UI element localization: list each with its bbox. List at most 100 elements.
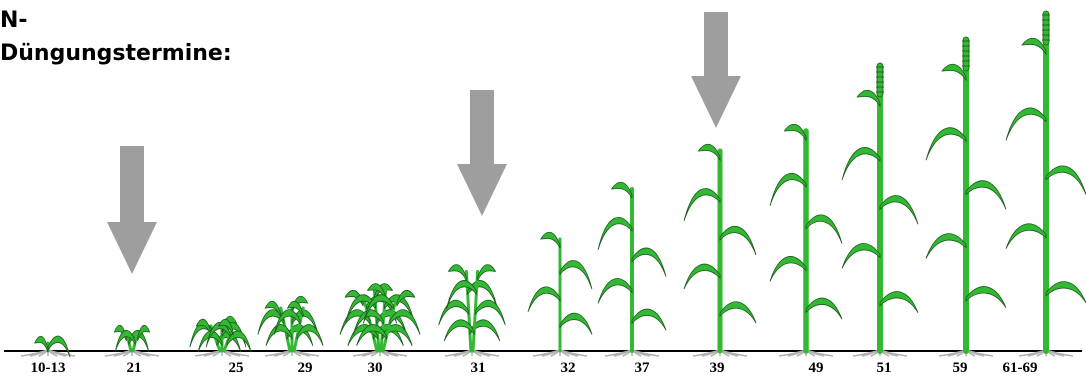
plant-leaf: [719, 226, 757, 256]
plant-leaf: [362, 294, 394, 324]
plant-leaf: [769, 256, 807, 282]
stage-label: 37: [635, 360, 651, 376]
plant-leaf: [841, 243, 881, 269]
diagram-title: N- Düngungstermine:: [0, 4, 232, 70]
plant-leaf: [683, 263, 721, 290]
wheat-plant: [1005, 10, 1086, 357]
plant-leaf: [218, 318, 234, 336]
wheat-plant: [925, 36, 1007, 357]
labels-group: 10-13 21 25 29 30 31 32 37 39 49 51 59 61-69: [31, 360, 1038, 376]
stage-label: 30: [368, 360, 383, 376]
wheat-plant: [438, 264, 506, 357]
plant-leaf: [841, 147, 881, 181]
plant-leaf: [477, 264, 497, 281]
stage-label: 21: [127, 360, 142, 376]
stage-label: 29: [298, 360, 313, 376]
plant-leaf: [265, 324, 293, 346]
plant-leaf: [805, 297, 843, 320]
wheat-plant: [597, 181, 667, 357]
plant-leaf: [356, 324, 387, 346]
plant-leaf: [559, 260, 593, 290]
plant-leaf: [286, 300, 304, 318]
plant-leaf: [1005, 223, 1047, 249]
plant-leaf: [474, 299, 506, 326]
wheat-plant: [104, 324, 160, 357]
stage-label: 39: [710, 360, 725, 376]
plant-leaf: [345, 294, 376, 324]
wheat-ear: [962, 36, 970, 72]
wheat-ear: [1042, 10, 1050, 46]
stage-label: 51: [877, 360, 892, 376]
plant-leaf: [226, 330, 252, 353]
wheat-plant: [769, 123, 843, 357]
plant-leaf: [257, 309, 285, 335]
title-line-1: N-: [0, 8, 28, 33]
plant-leaf: [879, 195, 919, 225]
plant-leaf: [597, 278, 633, 304]
wheat-plant: [527, 231, 593, 357]
wheat-plant: [20, 335, 76, 358]
plant-leaf: [114, 330, 136, 352]
plant-leaf: [1021, 37, 1047, 56]
fertilization-arrow: [457, 90, 507, 216]
plant-leaf: [610, 181, 633, 199]
plant-leaf: [719, 301, 757, 324]
plant-leaf: [925, 233, 967, 259]
plant-leaf: [1005, 107, 1047, 141]
stage-label: 61-69: [1003, 360, 1038, 376]
plant-leaf: [447, 264, 467, 281]
plant-leaf: [34, 335, 49, 353]
plant-leaf: [1045, 281, 1086, 304]
plant-leaf: [527, 286, 561, 312]
stage-label: 49: [809, 360, 824, 376]
wheat-plant: [683, 143, 757, 357]
plant-leaf: [805, 214, 843, 244]
stage-label: 25: [229, 360, 244, 376]
plants-group: [20, 10, 1086, 358]
plant-leaf: [597, 217, 633, 250]
plant-leaf: [47, 335, 71, 358]
plant-leaf: [443, 319, 475, 342]
plant-leaf: [965, 286, 1007, 309]
arrows-group: [107, 12, 741, 274]
stage-label: 10-13: [31, 360, 66, 376]
plant-leaf: [925, 127, 967, 161]
plant-leaf: [389, 309, 421, 335]
plant-leaf: [366, 283, 386, 300]
plant-leaf: [769, 173, 807, 206]
plant-leaf: [352, 309, 384, 335]
plant-leaf: [941, 63, 967, 82]
plant-leaf: [1045, 165, 1086, 195]
plant-leaf: [856, 89, 881, 108]
wheat-plant: [841, 62, 919, 357]
plant-leaf: [264, 300, 282, 318]
plant-leaf: [697, 143, 721, 162]
plant-leaf: [965, 180, 1007, 210]
plant-leaf: [273, 309, 301, 335]
stage-label: 31: [471, 360, 486, 376]
fertilization-arrow: [691, 12, 741, 128]
plant-leaf: [683, 188, 721, 222]
plant-leaf: [396, 289, 416, 307]
plant-leaf: [446, 280, 477, 310]
wheat-plant: [257, 295, 324, 357]
plant-leaf: [438, 299, 470, 326]
plant-leaf: [631, 247, 667, 277]
wheat-plant: [339, 283, 421, 357]
wheat-plant: [189, 315, 252, 357]
wheat-ear: [876, 62, 884, 98]
plant-stem: [222, 324, 235, 353]
stage-label: 59: [953, 360, 968, 376]
plant-leaf: [469, 319, 501, 342]
plant-leaf: [296, 324, 324, 346]
stage-label: 32: [561, 360, 576, 376]
plant-leaf: [195, 318, 212, 336]
plant-leaf: [879, 291, 919, 313]
fertilization-arrow: [107, 146, 157, 274]
plant-leaf: [783, 123, 807, 142]
plant-leaf: [540, 231, 561, 249]
plant-leaf: [631, 308, 667, 331]
title-line-2: Düngungstermine:: [0, 41, 232, 66]
plant-leaf: [559, 312, 593, 335]
